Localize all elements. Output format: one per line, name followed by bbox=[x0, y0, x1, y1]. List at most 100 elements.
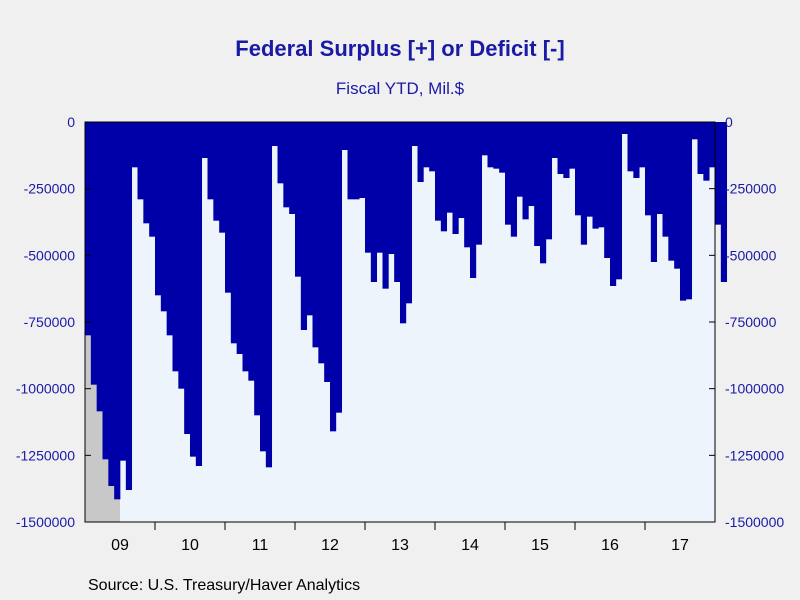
bar bbox=[481, 122, 488, 156]
bar bbox=[709, 122, 716, 168]
bar bbox=[674, 122, 681, 269]
bar bbox=[633, 122, 640, 178]
bar bbox=[715, 122, 722, 225]
y-tick-label-right: -250000 bbox=[725, 181, 777, 197]
x-tick-label: 11 bbox=[252, 537, 269, 554]
bar bbox=[213, 122, 220, 221]
x-tick-label: 14 bbox=[461, 537, 479, 554]
bar bbox=[230, 122, 238, 344]
bar bbox=[102, 122, 109, 460]
bar bbox=[166, 122, 173, 336]
bar bbox=[691, 122, 698, 140]
bar bbox=[225, 122, 232, 293]
bar bbox=[429, 122, 436, 172]
bar bbox=[499, 122, 506, 173]
bar bbox=[516, 122, 523, 197]
bar bbox=[184, 122, 191, 434]
bar bbox=[405, 122, 413, 304]
bar bbox=[656, 122, 663, 214]
y-tick-label-right: 0 bbox=[725, 114, 733, 130]
bars-group bbox=[85, 122, 728, 500]
bar bbox=[452, 122, 459, 234]
y-tick-label-left: -1500000 bbox=[16, 514, 75, 530]
bar bbox=[347, 122, 354, 200]
bar bbox=[341, 122, 348, 150]
bar bbox=[120, 122, 127, 461]
y-tick-label-right: -1250000 bbox=[725, 447, 784, 463]
bar bbox=[440, 122, 448, 232]
bar bbox=[90, 122, 98, 385]
y-tick-label-left: -250000 bbox=[24, 181, 76, 197]
axes-group: 0 0 -250000 -250000 -500000 -500000 -750000 -75… bbox=[16, 114, 785, 554]
bar bbox=[534, 122, 541, 246]
x-tick-label: 16 bbox=[601, 537, 619, 554]
bar bbox=[155, 122, 162, 296]
bar bbox=[295, 122, 302, 277]
bar bbox=[610, 122, 617, 286]
x-tick-label: 17 bbox=[671, 537, 689, 554]
bar bbox=[324, 122, 331, 382]
bar bbox=[300, 122, 308, 330]
bar bbox=[557, 122, 564, 174]
bar bbox=[528, 122, 535, 206]
bar bbox=[668, 122, 675, 261]
bar bbox=[365, 122, 372, 253]
bar bbox=[551, 122, 558, 158]
bar bbox=[575, 122, 582, 216]
chart-subtitle: Fiscal YTD, Mil.$ bbox=[335, 79, 465, 98]
bar bbox=[598, 122, 605, 228]
bar bbox=[540, 122, 547, 264]
bar bbox=[312, 122, 319, 348]
bar bbox=[85, 122, 92, 336]
bar bbox=[510, 122, 518, 237]
bar bbox=[201, 122, 208, 158]
bar bbox=[382, 122, 389, 289]
bar bbox=[662, 122, 669, 237]
bar bbox=[271, 122, 278, 146]
bar bbox=[125, 122, 133, 490]
bar bbox=[236, 122, 243, 354]
bar bbox=[423, 122, 430, 168]
bar bbox=[335, 122, 343, 413]
bar bbox=[207, 122, 214, 200]
bar bbox=[645, 122, 652, 216]
x-tick-label: 09 bbox=[111, 537, 129, 554]
bar bbox=[458, 122, 465, 218]
bar bbox=[289, 122, 296, 214]
bar bbox=[545, 122, 553, 240]
bar bbox=[96, 122, 103, 412]
bar bbox=[254, 122, 261, 416]
bar bbox=[592, 122, 599, 229]
y-tick-label-right: -500000 bbox=[725, 247, 777, 263]
bar bbox=[306, 122, 313, 316]
bar bbox=[470, 122, 477, 278]
bar bbox=[178, 122, 185, 389]
bar bbox=[394, 122, 401, 282]
bar bbox=[370, 122, 378, 282]
bar bbox=[621, 122, 628, 134]
bar bbox=[522, 122, 529, 220]
bar bbox=[604, 122, 611, 258]
bar bbox=[318, 122, 325, 364]
bar bbox=[639, 122, 646, 168]
bar bbox=[359, 122, 366, 198]
y-tick-label-left: -500000 bbox=[24, 247, 76, 263]
bar bbox=[248, 122, 255, 381]
bar bbox=[417, 122, 424, 182]
bar bbox=[149, 122, 156, 237]
x-tick-label: 12 bbox=[321, 537, 339, 554]
bar bbox=[143, 122, 150, 224]
bar bbox=[330, 122, 337, 432]
chart-title: Federal Surplus [+] or Deficit [-] bbox=[235, 36, 565, 61]
bar bbox=[680, 122, 687, 301]
bar bbox=[505, 122, 512, 225]
bar bbox=[720, 122, 728, 282]
y-tick-label-right: -1500000 bbox=[725, 514, 784, 530]
bar bbox=[277, 122, 284, 184]
bar bbox=[265, 122, 273, 468]
y-tick-label-left: -750000 bbox=[24, 314, 76, 330]
bar bbox=[685, 122, 693, 300]
bar bbox=[703, 122, 710, 181]
x-tick-label: 13 bbox=[391, 537, 409, 554]
